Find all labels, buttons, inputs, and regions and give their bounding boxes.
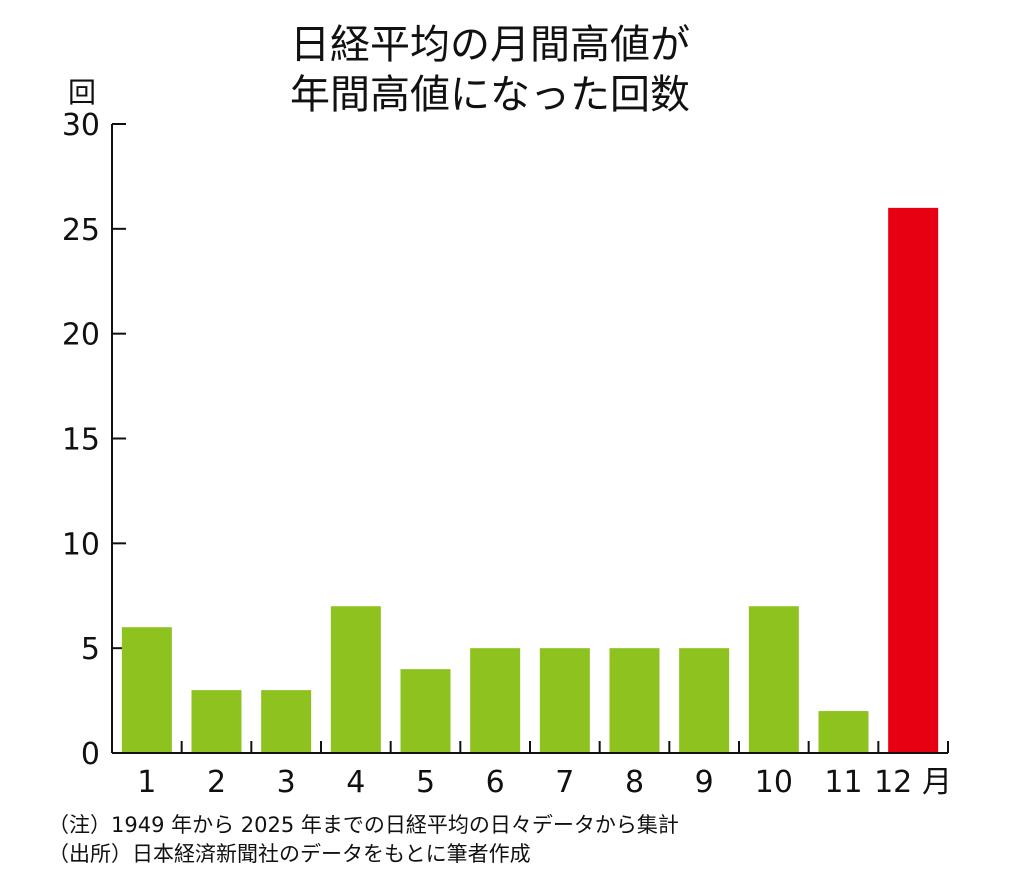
x-tick-label-8: 8 bbox=[625, 765, 644, 800]
y-tick-label: 30 bbox=[62, 108, 100, 143]
chart-title-line-2: 年間高値になった回数 bbox=[290, 72, 690, 118]
chart-title-line-1: 日経平均の月間高値が bbox=[290, 22, 690, 68]
bar-month-6 bbox=[470, 648, 521, 753]
x-tick-label-10: 10 bbox=[755, 765, 793, 800]
x-tick-label-5: 5 bbox=[416, 765, 435, 800]
y-axis-unit-label: 回 bbox=[68, 76, 96, 109]
bar-month-7 bbox=[539, 648, 590, 753]
bar-month-10 bbox=[748, 606, 799, 753]
bar-month-4 bbox=[330, 606, 381, 753]
x-tick-label-7: 7 bbox=[555, 765, 574, 800]
x-tick-label-3: 3 bbox=[277, 765, 296, 800]
footnote-note: （注）1949 年から 2025 年までの日経平均の日々データから集計 bbox=[48, 813, 679, 837]
bar-month-3 bbox=[261, 690, 312, 753]
x-tick-label-1: 1 bbox=[137, 765, 156, 800]
y-tick-label: 5 bbox=[81, 632, 100, 667]
y-tick-label: 10 bbox=[62, 527, 100, 562]
y-axis-ticks: 0 5 10 15 20 25 30 bbox=[62, 108, 126, 772]
bars-group bbox=[121, 207, 939, 753]
x-tick-label-11: 11 bbox=[824, 765, 862, 800]
bar-month-12 bbox=[888, 207, 939, 753]
x-tick-label-2: 2 bbox=[207, 765, 226, 800]
y-tick-label: 20 bbox=[62, 318, 100, 353]
x-tick-label-4: 4 bbox=[346, 765, 365, 800]
bar-month-11 bbox=[818, 711, 869, 753]
y-tick-label: 0 bbox=[81, 737, 100, 772]
bar-month-1 bbox=[121, 627, 172, 753]
bar-month-2 bbox=[191, 690, 242, 753]
y-tick-label: 25 bbox=[62, 213, 100, 248]
x-tick-label-6: 6 bbox=[486, 765, 505, 800]
x-axis-unit-label: 月 bbox=[922, 765, 952, 800]
footnote-source: （出所）日本経済新聞社のデータをもとに筆者作成 bbox=[48, 842, 531, 866]
y-tick-label: 15 bbox=[62, 423, 100, 458]
x-tick-label-12: 12 bbox=[874, 765, 912, 800]
x-tick-label-9: 9 bbox=[695, 765, 714, 800]
bar-month-8 bbox=[609, 648, 660, 753]
bar-month-9 bbox=[679, 648, 730, 753]
bar-month-5 bbox=[400, 669, 451, 753]
x-axis-ticks: 1 2 3 4 5 6 7 8 9 10 11 12 bbox=[137, 741, 949, 800]
